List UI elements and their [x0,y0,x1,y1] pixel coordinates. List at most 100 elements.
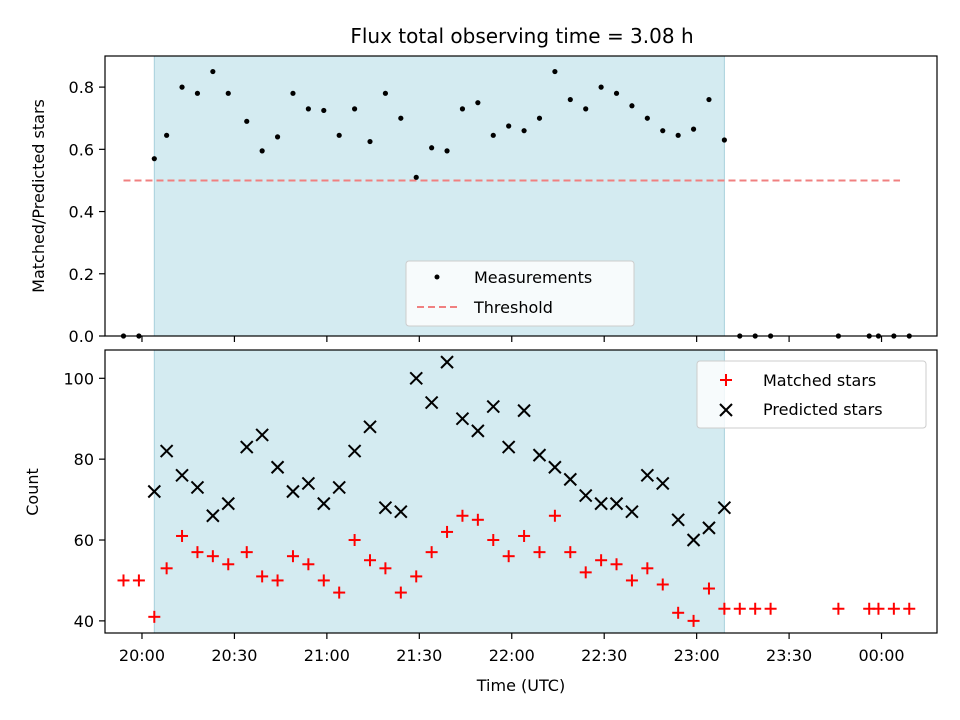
predicted-star-point [347,444,362,458]
measurement-point [225,90,231,96]
top-y-tick-label: 0.4 [69,203,94,222]
matched-star-point [364,554,377,567]
top-y-tick-label: 0.6 [69,140,94,159]
predicted-star-point [286,484,300,499]
top-y-ticks: 0.0 0.2 0.4 0.6 0.8 [69,78,105,346]
measurement-point [429,145,435,151]
matched-star-point [595,554,608,567]
predicted-star-point [240,440,254,454]
matched-star-point [271,574,284,587]
predicted-star-point [486,399,500,414]
matched-star-point [222,558,235,571]
measurement-point [382,90,389,96]
predicted-star-point [702,521,716,535]
matched-star-point [641,562,654,575]
predicted-star-point [301,476,316,491]
measurement-point [613,90,620,96]
predicted-star-point [147,484,162,499]
predicted-star-point [563,472,578,487]
x-tick-label: 20:00 [119,646,165,665]
bottom-legend: Matched stars Predicted stars [696,360,927,429]
bottom-shaded-region [153,349,725,634]
measurement-point [194,90,201,96]
predicted-star-point [501,440,516,454]
predicted-star-point [440,355,454,369]
predicted-star-point [640,468,655,483]
matched-star-point [548,509,561,522]
top-axes-frame [104,55,938,337]
top-legend: Measurements Threshold [405,260,635,327]
measurement-point [259,148,265,154]
predicted-star-point [409,371,423,386]
predicted-star-point [532,448,547,462]
matched-star-point [533,546,546,559]
matched-star-point [394,586,407,599]
matched-star-point [579,566,592,579]
bottom-axes-frame [104,349,938,634]
measurement-point [598,84,604,90]
matched-star-point [625,574,638,587]
x-tick-label: 21:00 [304,646,350,665]
measurement-point [459,106,466,112]
bottom-y-tick-label: 60 [74,531,94,550]
measurement-point [210,68,216,75]
bottom-panel: 40 60 80 100 20:00 20:30 21:00 21:30 22:00 22:30… [23,349,938,695]
matched-star-point [240,546,253,559]
predicted-star-point [424,395,439,410]
measurement-point [321,107,327,114]
matched-star-point [191,546,204,559]
measurement-point [274,134,281,140]
measurement-point [413,174,419,180]
top-panel: 0.00.20.40.60.8 Matched/Predicted stars … [29,55,938,346]
measurement-point [567,96,573,103]
measurement-legend-marker [434,274,440,280]
predicted-star-point [332,480,346,495]
measurement-point [521,128,527,134]
matched-legend-marker [720,374,732,386]
matched-star-point [718,602,731,615]
x-tick-label: 22:00 [489,646,535,665]
measurement-point [336,132,342,138]
matched-star-point [132,574,145,587]
predicted-star-point [517,403,531,418]
predicted-star-point [159,444,174,458]
predicted-star-point [471,424,485,438]
predicted-star-point [317,496,331,511]
matched-star-point [702,582,715,595]
measurement-point [444,148,450,154]
chart-title: Flux total observing time = 3.08 h [350,24,693,48]
measurement-point [475,100,481,106]
predicted-star-markers [147,355,732,547]
matched-star-point [672,606,685,619]
matched-star-point [206,550,219,563]
matched-star-point [456,509,469,522]
bottom-x-ticks: 20:00 20:30 21:00 21:30 22:00 22:30 23:00 23:30… [119,633,905,665]
predicted-star-point [255,428,269,442]
predicted-star-point [394,505,408,519]
measurement-point [398,115,404,121]
measurement-point [721,137,727,143]
matched-star-point [656,578,669,591]
measurement-point [536,115,543,121]
matched-star-point [117,574,130,587]
predicted-star-point [175,468,189,483]
matched-star-point [832,602,845,615]
predicted-star-point [609,496,624,511]
measurement-point [706,96,712,103]
matched-star-point [317,574,330,587]
measurement-point [552,68,558,75]
predicted-star-point [206,509,220,523]
predicted-star-point [270,460,285,474]
matched-star-point [764,602,777,615]
matched-star-point [286,550,299,563]
matched-star-point [564,546,577,559]
measurement-point [644,115,650,121]
measurement-point [305,106,311,112]
predicted-star-point [579,488,593,503]
measurement-point [164,132,170,138]
bottom-y-ticks: 40 60 80 100 [63,369,105,631]
top-y-tick-label: 0.0 [69,327,94,346]
predicted-star-point [625,505,639,519]
matched-star-point [379,562,392,575]
matched-star-point [441,525,454,538]
